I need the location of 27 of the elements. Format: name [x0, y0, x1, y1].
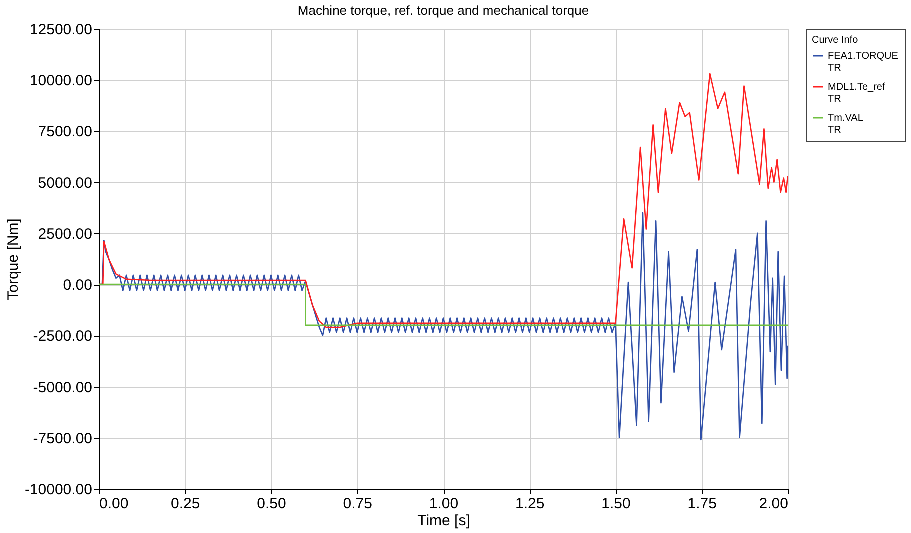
x-axis-title: Time [s]	[418, 512, 470, 530]
line-series	[99, 212, 788, 441]
y-tick-label: -10000.00	[24, 482, 92, 498]
legend-title: Curve Info	[812, 35, 859, 46]
y-tick-label: 0.00	[63, 277, 92, 294]
x-tick-label: 1.75	[688, 496, 717, 512]
y-tick-label: 5000.00	[38, 174, 92, 192]
x-tick-label: 0.25	[171, 496, 200, 512]
x-tick-label: 1.25	[516, 496, 545, 512]
x-tick-label: 2.00	[759, 496, 788, 512]
y-tick-label: -5000.00	[33, 379, 92, 396]
y-tick-label: 2500.00	[38, 226, 92, 243]
x-tick-label: 0.00	[100, 496, 129, 512]
x-tick-label: 1.50	[602, 496, 631, 512]
y-tick-label: 12500.00	[30, 22, 92, 38]
y-tick-label: 10000.00	[30, 72, 92, 90]
legend-label: FEA1.TORQUE TR	[828, 51, 899, 74]
x-tick-label: 0.75	[343, 496, 372, 512]
legend-label: Tm.VAL TR	[828, 113, 864, 136]
y-tick-label: -7500.00	[33, 430, 92, 448]
x-tick-label: 0.50	[257, 496, 286, 512]
chart-title: Machine torque, ref. torque and mechanical torque	[298, 3, 590, 18]
y-tick-label: -2500.00	[33, 328, 92, 346]
y-tick-label: 7500.00	[38, 124, 92, 141]
y-axis-title: Torque [Nm]	[4, 218, 22, 300]
x-tick-label: 1.00	[429, 496, 459, 512]
legend-label: MDL1.Te_ref TR	[828, 82, 886, 105]
